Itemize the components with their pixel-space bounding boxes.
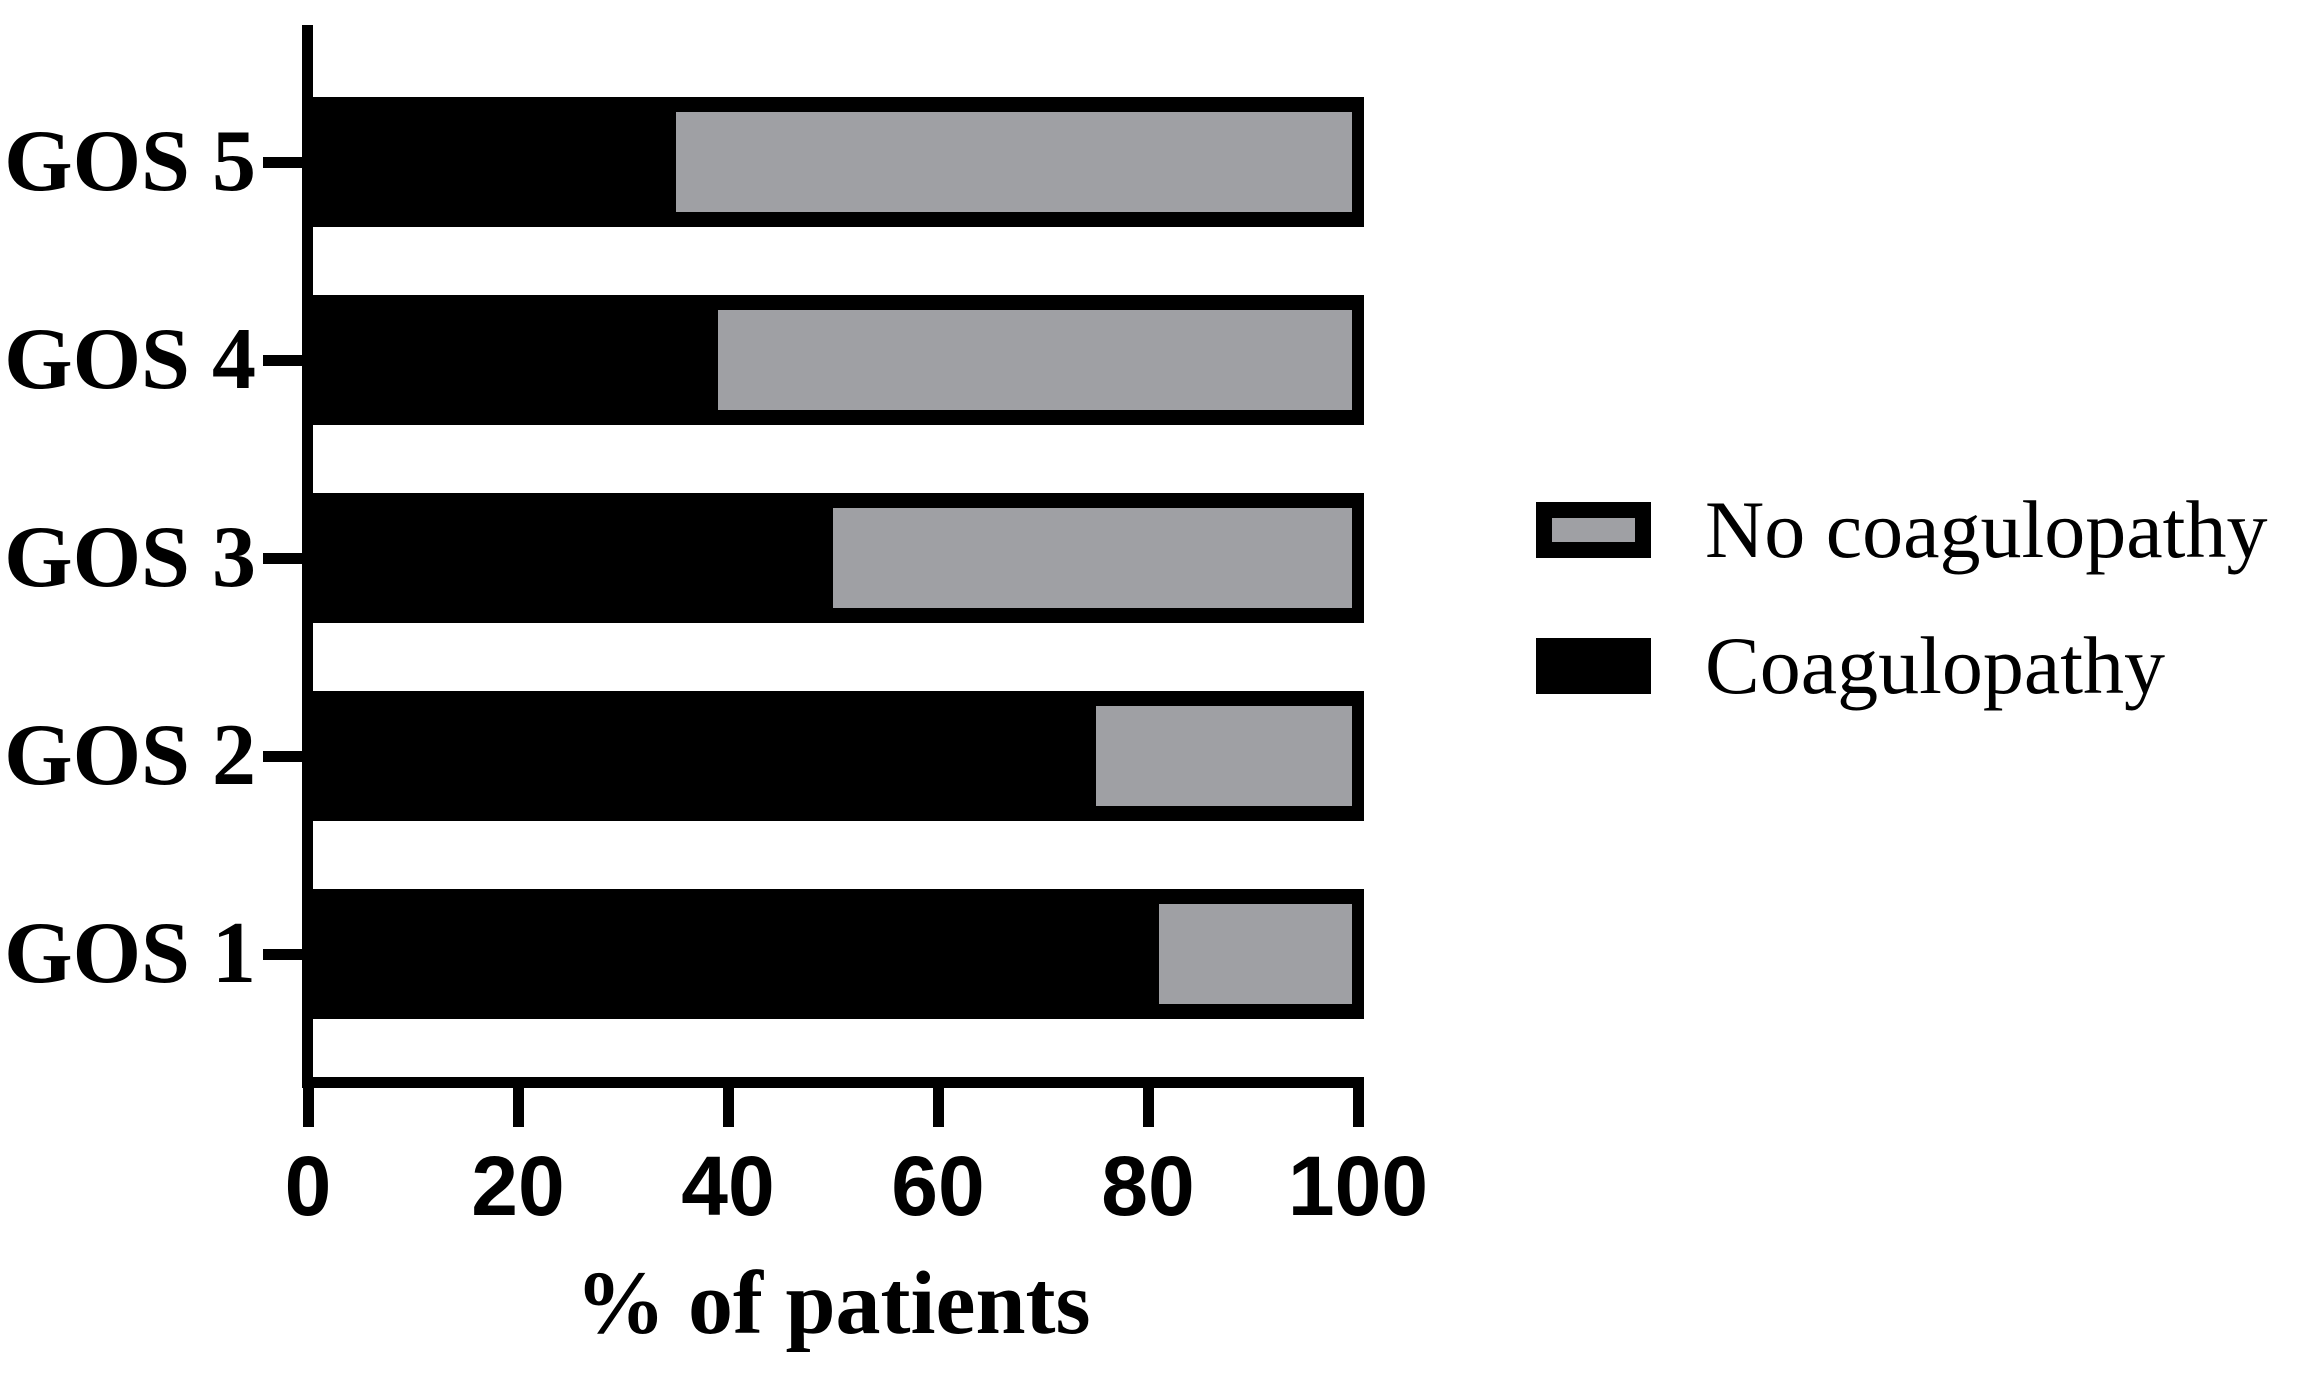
legend-swatch-coagulopathy (1536, 638, 1651, 694)
bar-segment-no-coagulopathy (675, 112, 1352, 212)
legend-entry: Coagulopathy (1536, 616, 2165, 716)
x-axis-tick-label: 60 (891, 1139, 985, 1233)
category-label: GOS 5 (4, 113, 256, 210)
bar-row (302, 493, 1364, 623)
x-axis-tick-label: 20 (471, 1139, 565, 1233)
x-axis-tick (512, 1087, 524, 1127)
legend-swatch-no-coagulopathy (1536, 502, 1651, 558)
y-axis-tick (263, 156, 302, 168)
x-axis-tick (1352, 1087, 1364, 1127)
legend-label: Coagulopathy (1705, 620, 2166, 711)
x-axis-tick (1142, 1087, 1154, 1127)
x-axis-tick (302, 1087, 314, 1127)
legend-entry: No coagulopathy (1536, 480, 2267, 580)
bar-row (302, 889, 1364, 1019)
x-axis-tick-label: 0 (284, 1139, 332, 1233)
y-axis-tick (263, 948, 302, 960)
bar-segment-no-coagulopathy (1158, 904, 1352, 1004)
category-label: GOS 2 (4, 707, 256, 804)
x-axis-tick-label: 80 (1101, 1139, 1195, 1233)
y-axis-tick (263, 750, 302, 762)
x-axis-tick (932, 1087, 944, 1127)
category-label: GOS 4 (4, 311, 256, 408)
x-axis-line (302, 1077, 1364, 1088)
y-axis-tick (263, 552, 302, 564)
category-label: GOS 1 (4, 905, 256, 1002)
x-axis-tick-label: 100 (1287, 1139, 1429, 1233)
bar-row (302, 691, 1364, 821)
y-axis-tick (263, 354, 302, 366)
x-axis-tick-label: 40 (681, 1139, 775, 1233)
x-axis-tick (722, 1087, 734, 1127)
bar-row (302, 97, 1364, 227)
bar-segment-no-coagulopathy (1095, 706, 1352, 806)
bar-row (302, 295, 1364, 425)
bar-segment-no-coagulopathy (833, 508, 1352, 608)
legend-label: No coagulopathy (1705, 484, 2268, 575)
category-label: GOS 3 (4, 509, 256, 606)
x-axis-title: % of patients (575, 1254, 1091, 1353)
bar-segment-no-coagulopathy (717, 310, 1352, 410)
